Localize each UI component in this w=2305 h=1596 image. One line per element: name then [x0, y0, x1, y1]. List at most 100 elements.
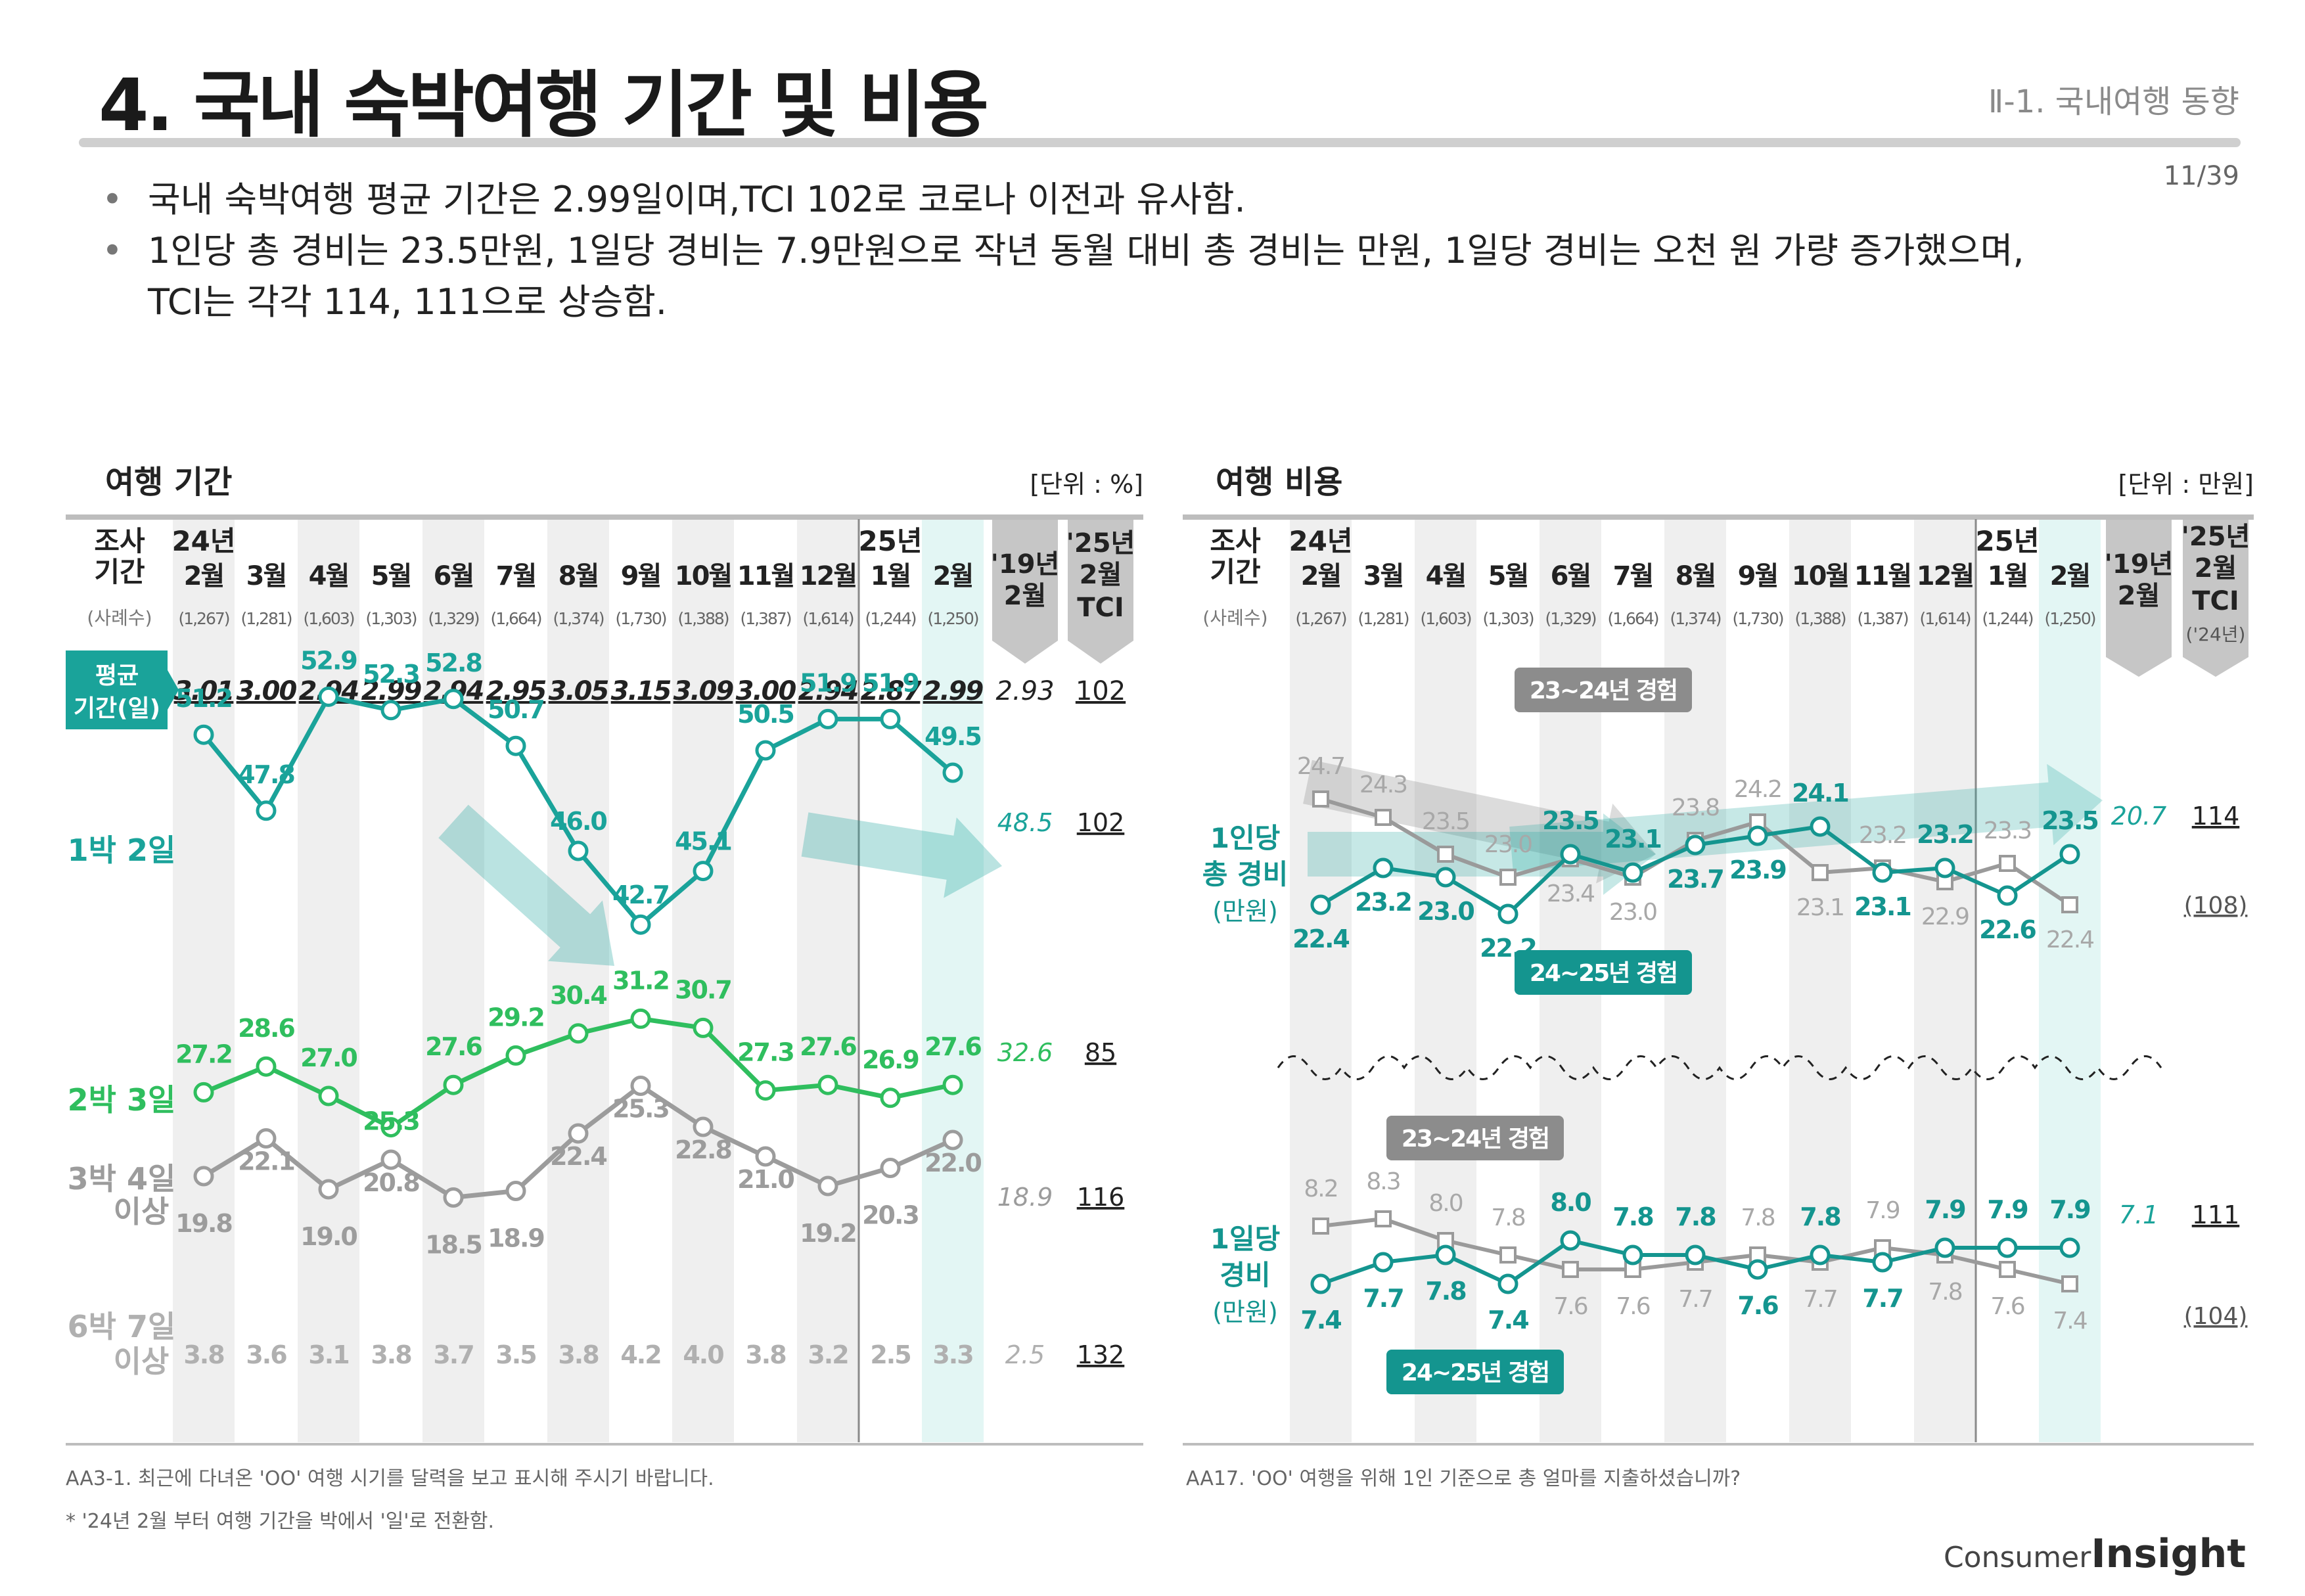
series-total-24-25-marker: [1435, 867, 1456, 888]
avg-days-label: 기간(일): [74, 695, 160, 722]
sample-size: (1,730): [615, 609, 666, 628]
sample-size: (1,303): [365, 609, 416, 628]
sample-size: (1,303): [1482, 609, 1533, 628]
series-1n2d-marker: [318, 686, 339, 707]
group-label-total: (만원): [1212, 897, 1278, 926]
value-label-3n4d: 19.8: [175, 1209, 232, 1238]
series-1n2d-marker: [817, 708, 838, 729]
value-tci-prev-total: (108): [2184, 892, 2248, 919]
value-label-2n3d: 27.3: [737, 1038, 794, 1067]
series-1n2d-marker: [256, 800, 277, 821]
sample-size-label: (사례수): [1202, 607, 1267, 629]
value-label-daily-23-24: 7.6: [1990, 1293, 2024, 1320]
value-label-daily-23-24: 7.8: [1741, 1204, 1774, 1231]
avg-days-value: 2.87: [861, 676, 922, 706]
col-2019-label: '19년: [991, 549, 1060, 580]
series-total-23-24-marker: [1812, 864, 1829, 881]
value-label-6n7d: 3.6: [246, 1340, 286, 1369]
series-2n3d-marker: [568, 1023, 589, 1044]
sample-size: (1,603): [1420, 609, 1471, 628]
series-3n4d-marker: [380, 1149, 401, 1170]
value-label-total-23-24: 23.5: [1422, 808, 1469, 835]
bullet-item: 1인당 총 경비는 23.5만원, 1일당 경비는 7.9만원으로 작년 동월 …: [102, 225, 2024, 277]
survey-period-label: 기간: [1210, 556, 1260, 588]
left-unit-label: [단위 : %]: [1030, 470, 1143, 499]
series-1n2d-marker: [755, 740, 776, 761]
badge-23-24-daily: [1386, 1116, 1564, 1160]
series-3n4d-marker: [443, 1187, 464, 1208]
col-tci-label: 2월: [2195, 553, 2237, 583]
avg-days-value: 3.15: [611, 676, 671, 706]
series-label-2n3d: 2박 3일: [68, 1082, 176, 1118]
value-tci-total: 114: [2192, 802, 2240, 831]
avg-days-tci: 102: [1076, 676, 1126, 706]
series-total-24-25-marker: [1560, 844, 1581, 865]
value-label-total-24-25: 23.5: [1542, 806, 1599, 835]
series-total-23-24-marker: [2061, 896, 2078, 913]
col-tci-label: TCI: [2192, 586, 2239, 616]
right-question-note: AA17. 'OO' 여행을 위해 1인 기준으로 총 얼마를 지출하셨습니까?: [1186, 1467, 1741, 1490]
month-header: 2월: [184, 561, 224, 591]
month-header: 7월: [1613, 561, 1653, 591]
avg-days-value: 3.01: [174, 676, 234, 706]
series-label-6n7d: 이상: [114, 1344, 170, 1379]
right-column-stripe: [1290, 519, 1352, 1442]
value-label-2n3d: 27.6: [924, 1032, 981, 1061]
value-label-daily-23-24: 7.8: [1928, 1279, 1961, 1306]
avg-days-value: 2.95: [486, 676, 546, 706]
badge-24-25-total: [1515, 950, 1692, 995]
left-tci-column: [1068, 519, 1133, 664]
left-panel-title: 여행 기간: [105, 464, 232, 501]
value-label-daily-24-25: 7.7: [1862, 1284, 1902, 1313]
series-total-24-25-marker: [1310, 894, 1331, 915]
series-daily-23-24-marker: [1312, 1218, 1329, 1235]
value-label-6n7d: 3.3: [932, 1340, 972, 1369]
left-method-note: * '24년 2월 부터 여행 기간을 박에서 '일'로 전환함.: [66, 1510, 495, 1533]
value-label-total-23-24: 23.0: [1484, 831, 1532, 858]
month-header: 7월: [496, 561, 536, 591]
value-label-3n4d: 20.3: [862, 1201, 919, 1230]
col-tci-label: '25년: [1066, 528, 1135, 559]
sample-size: (1,374): [1670, 609, 1720, 628]
series-daily-23-24-marker: [1562, 1261, 1579, 1278]
value-label-total-23-24: 23.2: [1859, 822, 1906, 849]
month-header: 2월: [1301, 561, 1341, 591]
page-title: 4. 국내 숙박여행 기간 및 비용: [99, 63, 989, 147]
value-label-2n3d: 27.6: [800, 1032, 856, 1061]
col-2019-label: '19년: [2105, 549, 2174, 580]
axis-break-wave: [1277, 1055, 2162, 1080]
col-tci-label: 2월: [1080, 560, 1122, 590]
sample-size: (1,374): [553, 609, 603, 628]
series-total-24-25-marker: [1997, 885, 2018, 906]
right-2019-column: [2106, 519, 2172, 677]
series-label-1n2d: 1박 2일: [68, 832, 176, 868]
value-label-6n7d: 3.8: [371, 1340, 411, 1369]
value-label-6n7d: 3.1: [308, 1340, 348, 1369]
value-label-2n3d: 29.2: [488, 1003, 544, 1032]
value-label-daily-23-24: 7.9: [1865, 1197, 1899, 1224]
series-2n3d-marker: [817, 1074, 838, 1095]
series-daily-24-25-marker: [1685, 1244, 1706, 1265]
series-daily-24-25-marker: [1747, 1259, 1768, 1280]
sample-size: (1,250): [2044, 609, 2095, 628]
series-1n2d-marker: [942, 762, 963, 783]
right-column-stripe: [1914, 519, 1976, 1442]
value-label-daily-23-24: 8.2: [1304, 1175, 1337, 1202]
page-number: 11/39: [2163, 161, 2239, 191]
sample-size: (1,664): [1607, 609, 1658, 628]
value-label-3n4d: 19.0: [300, 1222, 357, 1251]
left-column-stripe: [797, 519, 859, 1442]
survey-period-label: 기간: [94, 556, 145, 588]
survey-period-label: 조사: [94, 525, 145, 557]
value-label-daily-24-25: 7.8: [1612, 1202, 1653, 1231]
series-daily-24-25-marker: [1872, 1252, 1893, 1273]
right-column-stripe: [1415, 519, 1476, 1442]
badge-24-25-daily-text: 24~25년 경험: [1402, 1359, 1549, 1386]
logo-prefix: Consumer: [1943, 1541, 2091, 1574]
series-2n3d-marker: [256, 1056, 277, 1077]
sample-size: (1,250): [927, 609, 978, 628]
value-label-6n7d: 3.8: [183, 1340, 224, 1369]
value-label-1n2d: 46.0: [550, 807, 606, 836]
series-2n3d-marker: [880, 1087, 901, 1108]
sample-size: (1,281): [1358, 609, 1408, 628]
